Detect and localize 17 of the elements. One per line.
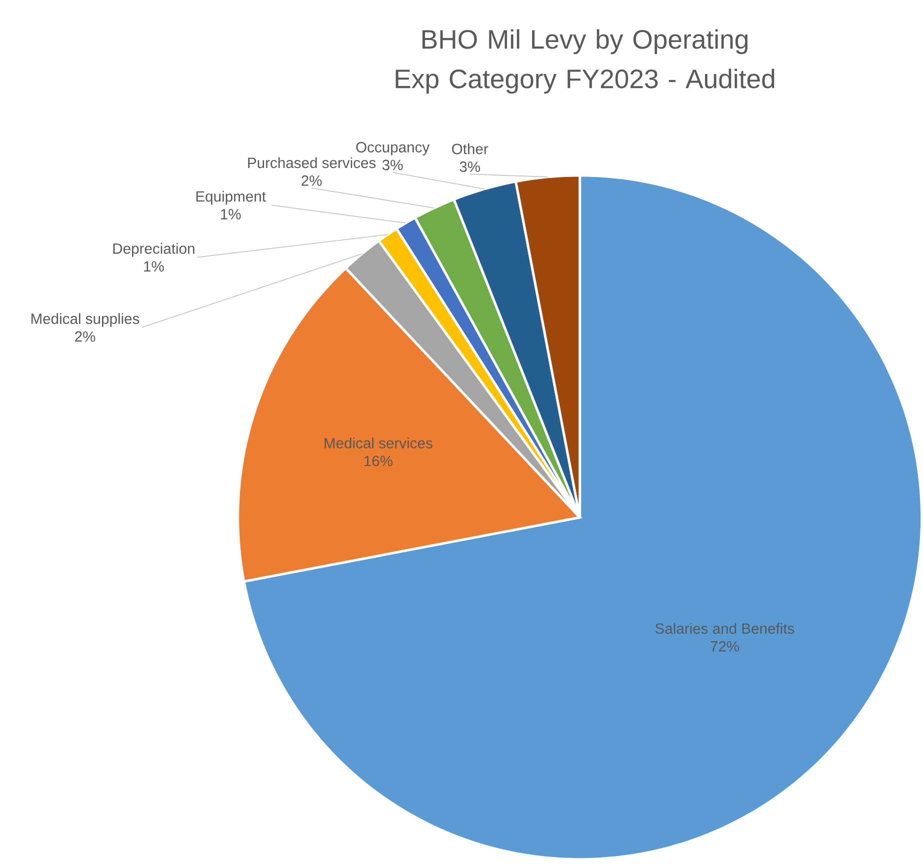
data-label: 72% (710, 640, 740, 652)
data-label: 2% (302, 175, 322, 186)
data-label: 1% (221, 208, 241, 220)
chart-title: BHO Mil Levy by Operating Exp Category FY2023 - Audited (396, 29, 774, 94)
slice-label: Medical supplies (31, 312, 140, 327)
data-label: 16% (364, 456, 392, 466)
data-label: 3% (382, 160, 403, 170)
slice-label: Purchased services (248, 157, 376, 168)
slice-label: Medical services (324, 437, 432, 448)
slice-label: Occupancy (356, 142, 430, 156)
data-label: 1% (144, 261, 164, 272)
slice-label: Depreciation (113, 242, 194, 257)
slice-label: Salaries and Benefits (655, 622, 794, 634)
slice-label: Equipment (196, 190, 266, 204)
slice-label: Other (452, 143, 488, 154)
data-label: 2% (75, 331, 96, 342)
data-label: 3% (460, 161, 480, 172)
